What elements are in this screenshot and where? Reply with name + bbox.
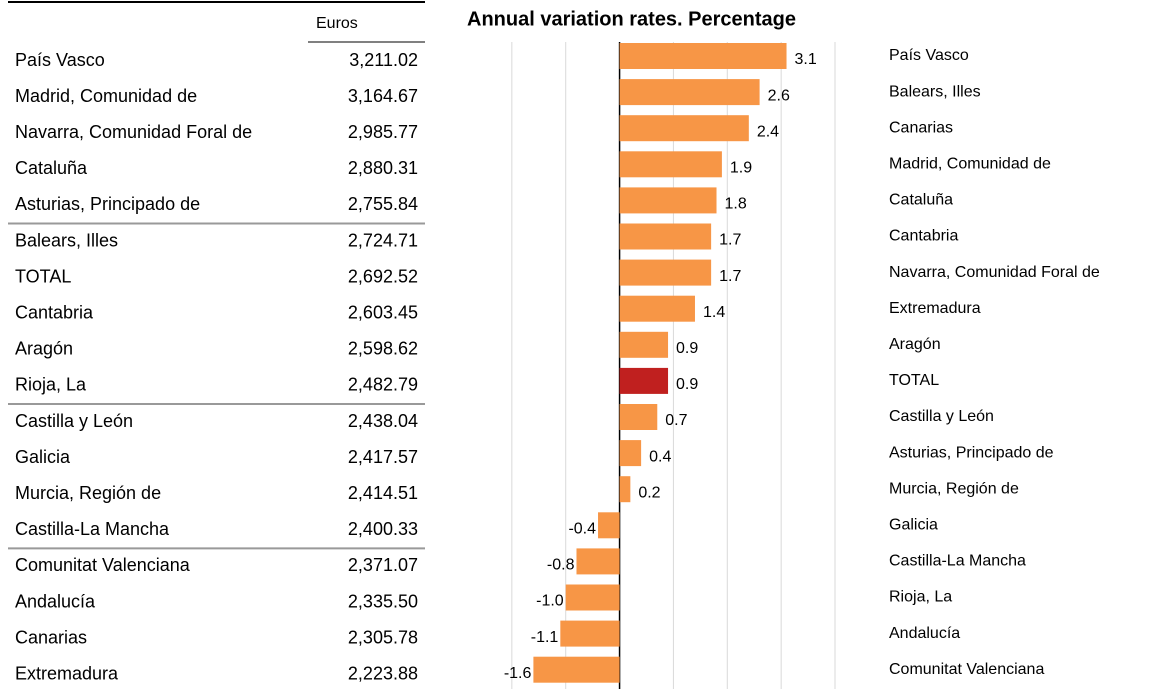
bar	[619, 440, 642, 467]
row-value: 3,211.02	[349, 50, 418, 70]
chart-title: Annual variation rates. Percentage	[467, 8, 796, 30]
category-label: Aragón	[889, 336, 941, 353]
category-label: Castilla y León	[889, 408, 994, 425]
category-label: Cantabria	[889, 228, 958, 245]
row-label: Galicia	[15, 447, 71, 467]
category-label: Canarias	[889, 119, 953, 136]
value-label: 1.7	[719, 268, 741, 285]
row-value: 2,417.57	[348, 447, 418, 467]
row-label: Murcia, Región de	[15, 483, 161, 503]
row-label: Rioja, La	[15, 375, 87, 395]
row-label: Cantabria	[15, 302, 94, 322]
value-label: -1.1	[531, 629, 559, 646]
table-header: Euros	[316, 15, 358, 32]
row-label: Andalucía	[15, 591, 96, 611]
row-label: Castilla y León	[15, 411, 133, 431]
row-value: 3,164.67	[348, 86, 418, 106]
row-value: 2,414.51	[348, 483, 418, 503]
row-label: País Vasco	[15, 50, 105, 70]
category-label: Galicia	[889, 517, 938, 534]
value-label: 1.9	[730, 160, 752, 177]
category-label: Asturias, Principado de	[889, 444, 1054, 461]
value-label: 2.4	[757, 123, 779, 140]
bar	[619, 223, 712, 250]
value-label: 0.4	[649, 448, 671, 465]
value-label: 3.1	[795, 51, 817, 68]
row-value: 2,305.78	[348, 627, 418, 647]
value-label: 1.7	[719, 232, 741, 249]
row-label: Balears, Illes	[15, 230, 118, 250]
row-label: Cataluña	[15, 158, 88, 178]
row-value: 2,724.71	[348, 230, 418, 250]
category-label: País Vasco	[889, 47, 969, 64]
category-label: Extremadura	[889, 300, 981, 317]
row-value: 2,371.07	[348, 555, 418, 575]
bar	[619, 151, 722, 178]
bar	[619, 187, 717, 214]
value-label: 1.8	[725, 196, 747, 213]
row-value: 2,692.52	[348, 266, 418, 286]
category-label: Cataluña	[889, 192, 953, 209]
bar	[619, 79, 760, 106]
value-label: 1.4	[703, 304, 725, 321]
value-label: -1.6	[504, 665, 532, 682]
row-value: 2,223.88	[348, 663, 418, 683]
bar	[619, 295, 695, 322]
value-label: 0.2	[638, 484, 660, 501]
bar	[619, 404, 658, 430]
row-label: TOTAL	[15, 266, 71, 286]
value-label: 0.9	[676, 376, 698, 393]
row-value: 2,482.79	[348, 375, 418, 395]
row-label: Castilla-La Mancha	[15, 519, 170, 539]
row-value: 2,755.84	[348, 194, 418, 214]
value-label: -0.8	[547, 557, 575, 574]
row-label: Asturias, Principado de	[15, 194, 200, 214]
category-label: TOTAL	[889, 372, 939, 389]
row-label: Aragón	[15, 339, 73, 359]
category-label: Murcia, Región de	[889, 480, 1019, 497]
bar	[619, 43, 787, 69]
value-label: -0.4	[568, 521, 596, 538]
value-label: 0.9	[676, 340, 698, 357]
row-value: 2,400.33	[348, 519, 418, 539]
row-value: 2,598.62	[348, 339, 418, 359]
row-value: 2,335.50	[348, 591, 418, 611]
row-value: 2,438.04	[348, 411, 418, 431]
value-label: 2.6	[768, 87, 790, 104]
row-label: Canarias	[15, 627, 87, 647]
category-label: Andalucía	[889, 625, 960, 642]
row-label: Comunitat Valenciana	[15, 555, 191, 575]
category-label: Madrid, Comunidad de	[889, 156, 1051, 173]
row-label: Navarra, Comunidad Foral de	[15, 122, 252, 142]
bar	[619, 331, 669, 358]
category-label: Rioja, La	[889, 589, 952, 606]
bar	[619, 115, 749, 142]
bar	[533, 656, 620, 683]
category-label: Castilla-La Mancha	[889, 553, 1026, 570]
bar	[598, 512, 620, 539]
bar	[565, 584, 620, 611]
row-value: 2,603.45	[348, 302, 418, 322]
bar	[619, 476, 631, 503]
bar	[619, 259, 712, 286]
row-label: Madrid, Comunidad de	[15, 86, 197, 106]
category-label: Balears, Illes	[889, 83, 981, 100]
bar	[560, 620, 620, 647]
value-label: 0.7	[665, 412, 687, 429]
category-label: Navarra, Comunidad Foral de	[889, 264, 1100, 281]
category-label: Comunitat Valenciana	[889, 661, 1044, 678]
row-label: Extremadura	[15, 663, 119, 683]
row-value: 2,985.77	[348, 122, 418, 142]
row-value: 2,880.31	[348, 158, 418, 178]
bar	[576, 548, 620, 575]
value-label: -1.0	[536, 593, 564, 610]
bar	[619, 367, 669, 394]
